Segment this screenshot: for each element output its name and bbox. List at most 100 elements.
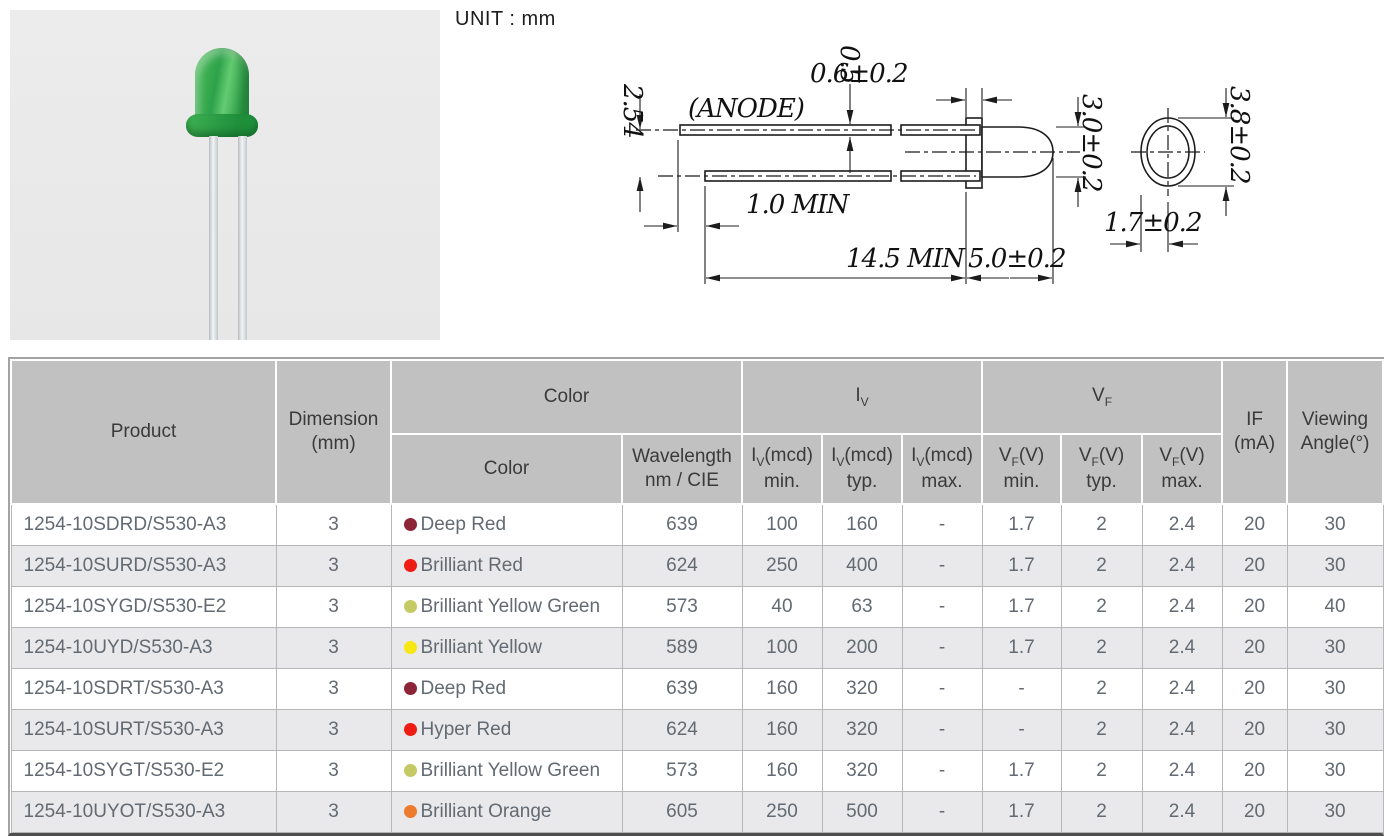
angle-cell: 30 [1286, 750, 1384, 792]
col-iv-typ: IV(mcd) typ. [821, 433, 903, 505]
wavelength-cell: 573 [621, 750, 743, 792]
dim-body-diameter: 3.0±0.2 [1076, 94, 1106, 192]
iv-max-cell: - [901, 750, 983, 792]
col-vf-typ: VF(V) typ. [1060, 433, 1143, 505]
if-cell: 20 [1221, 668, 1288, 710]
table-row: 1254-10SURT/S530-A3 3 Hyper Red 624 160 … [10, 709, 1384, 751]
vf-min-cell: 1.7 [981, 791, 1062, 833]
product-cell: 1254-10SYGD/S530-E2 [10, 586, 277, 628]
color-dot [403, 518, 417, 531]
if-cell: 20 [1221, 545, 1288, 587]
spec-table: Product Dimension (mm) Color IV VF IF (mA)… [10, 359, 1385, 833]
vf-max-cell: 2.4 [1141, 668, 1223, 710]
iv-min-cell: 250 [741, 545, 823, 587]
col-vf-min: VF(V) min. [981, 433, 1062, 505]
color-dot [403, 559, 417, 572]
wavelength-cell: 605 [621, 791, 743, 833]
color-name: Brilliant Yellow Green [420, 760, 601, 781]
col-dimension: Dimension (mm) [275, 359, 392, 505]
anode-label: (ANODE) [688, 94, 804, 124]
iv-min-cell: 100 [741, 503, 823, 546]
vf-typ-cell: 2 [1060, 709, 1143, 751]
group-iv: IV [741, 359, 983, 435]
dimension-cell: 3 [275, 627, 392, 669]
color-name: Hyper Red [420, 719, 512, 740]
iv-min-cell: 40 [741, 586, 823, 628]
viewing-line2: Angle(°) [1300, 433, 1370, 454]
vf-min-cell: - [981, 709, 1062, 751]
color-cell: Brilliant Yellow [390, 627, 623, 669]
dimension-labels: (ANODE) 0.5 2.54 0.6±0.2 1.0 MIN 14.5 MI… [617, 45, 1254, 274]
iv-max-cell: - [901, 627, 983, 669]
angle-cell: 30 [1286, 709, 1384, 751]
col-iv-max: IV(mcd) max. [901, 433, 983, 505]
vf-subscript: F [1104, 394, 1113, 409]
color-dot [403, 723, 417, 736]
vf-typ-cell: 2 [1060, 750, 1143, 792]
table-row: 1254-10SURD/S530-A3 3 Brilliant Red 624 … [10, 545, 1384, 587]
iv-typ-cell: 320 [821, 709, 903, 751]
led-front-view [1131, 108, 1205, 196]
angle-cell: 30 [1286, 668, 1384, 710]
vf-typ-cell: 2 [1060, 503, 1143, 546]
angle-cell: 40 [1286, 586, 1384, 628]
iv-max-cell: - [901, 586, 983, 628]
color-name: Deep Red [420, 514, 507, 535]
iv-max-cell: - [901, 503, 983, 546]
spec-table-wrapper: Product Dimension (mm) Color IV VF IF (mA)… [8, 357, 1385, 836]
col-viewing-angle: Viewing Angle(°) [1286, 359, 1385, 505]
vf-min-cell: - [981, 668, 1062, 710]
product-cell: 1254-10SURD/S530-A3 [10, 545, 277, 587]
vf-symbol: V [1092, 385, 1105, 407]
dimension-cell: 3 [275, 668, 392, 710]
led-photo [10, 10, 440, 340]
vf-max-cell: 2.4 [1141, 545, 1223, 587]
iv-min-cell: 250 [741, 791, 823, 833]
unit-label: UNIT : mm [455, 8, 556, 30]
vf-max-cell: 2.4 [1141, 586, 1223, 628]
iv-min-cell: 160 [741, 709, 823, 751]
color-cell: Brilliant Orange [390, 791, 623, 833]
iv-subscript: V [860, 394, 869, 409]
if-cell: 20 [1221, 503, 1288, 546]
product-cell: 1254-10UYD/S530-A3 [10, 627, 277, 669]
table-row: 1254-10SDRD/S530-A3 3 Deep Red 639 100 1… [10, 503, 1384, 546]
wavelength-cell: 639 [621, 503, 743, 546]
vf-typ-cell: 2 [1060, 545, 1143, 587]
iv-typ-cell: 320 [821, 668, 903, 710]
wavelength-line1: Wavelength [632, 446, 732, 468]
table-row: 1254-10SDRT/S530-A3 3 Deep Red 639 160 3… [10, 668, 1384, 710]
led-side-view [636, 117, 1080, 189]
color-cell: Hyper Red [390, 709, 623, 751]
if-cell: 20 [1221, 791, 1288, 833]
dimension-cell: 3 [275, 503, 392, 546]
product-cell: 1254-10SDRD/S530-A3 [10, 503, 277, 546]
wavelength-cell: 573 [621, 586, 743, 628]
dim-flange-diameter: 3.8±0.2 [1224, 86, 1254, 184]
wavelength-cell: 624 [621, 709, 743, 751]
col-wavelength: Wavelength nm / CIE [621, 433, 743, 505]
if-cell: 20 [1221, 709, 1288, 751]
vf-max-cell: 2.4 [1141, 791, 1223, 833]
led-flange [186, 114, 258, 137]
product-cell: 1254-10SYGT/S530-E2 [10, 750, 277, 792]
iv-min-cell: 100 [741, 627, 823, 669]
group-vf: VF [980, 359, 1224, 435]
color-name: Deep Red [420, 678, 507, 699]
dim-body-length: 5.0±0.2 [968, 244, 1066, 274]
dimension-cell: 3 [275, 709, 392, 751]
color-name: Brilliant Yellow Green [420, 596, 601, 617]
vf-typ-cell: 2 [1060, 668, 1143, 710]
color-dot [403, 641, 417, 654]
vf-min-cell: 1.7 [981, 545, 1062, 587]
vf-min-cell: 1.7 [981, 750, 1062, 792]
col-product: Product [10, 359, 277, 505]
led-lead-left [209, 136, 218, 340]
dimension-cell: 3 [275, 545, 392, 587]
iv-typ-cell: 63 [821, 586, 903, 628]
dim-lead-pitch: 2.54 [617, 83, 647, 138]
iv-typ-cell: 320 [821, 750, 903, 792]
dim-lead-length: 14.5 MIN [846, 244, 966, 274]
col-if: IF (mA) [1221, 359, 1289, 505]
dim-lead-thickness: 0.5 [834, 45, 864, 83]
